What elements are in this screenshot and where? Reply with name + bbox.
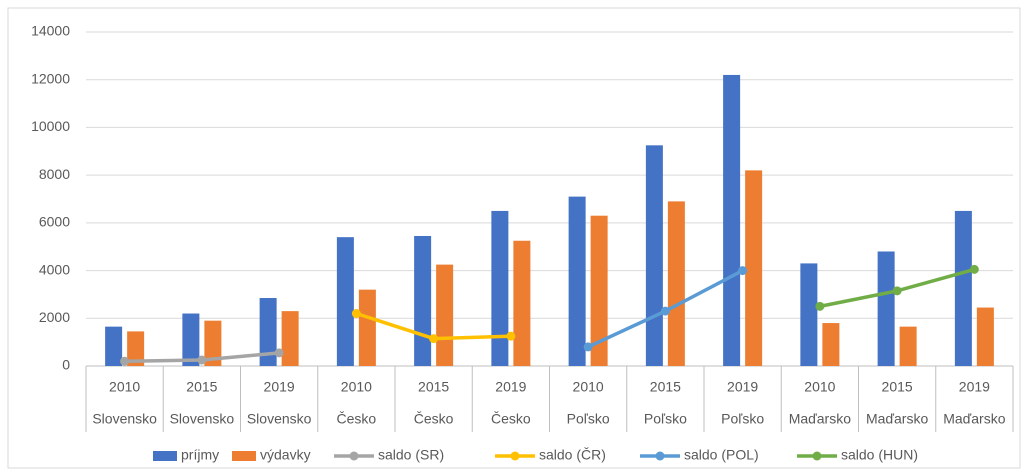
bar: [281, 311, 299, 366]
x-group-label: Maďarsko: [789, 411, 852, 427]
bar: [259, 298, 277, 366]
y-tick-label: 4000: [39, 261, 70, 277]
x-tick-label: 2010: [341, 379, 372, 395]
x-group-label: Slovensko: [170, 411, 235, 427]
legend-label: príjmy: [181, 447, 219, 463]
bar: [745, 170, 763, 366]
x-group-label: Slovensko: [247, 411, 312, 427]
y-tick-label: 0: [62, 357, 70, 373]
x-group-label: Poľsko: [721, 411, 764, 427]
bar: [568, 196, 586, 366]
y-tick-label: 6000: [39, 214, 70, 230]
x-group-label: Maďarsko: [866, 411, 929, 427]
chart-border: [7, 7, 1021, 469]
x-tick-label: 2010: [573, 379, 604, 395]
legend-label: saldo (ČR): [539, 447, 606, 463]
x-tick-label: 2015: [882, 379, 913, 395]
x-group-label: Česko: [414, 411, 454, 427]
bar: [590, 215, 608, 366]
line-marker: [506, 331, 516, 341]
y-tick-label: 12000: [31, 70, 70, 86]
line-marker: [738, 266, 748, 276]
line-marker: [583, 342, 593, 352]
bar: [127, 331, 145, 366]
x-group-label: Česko: [337, 411, 377, 427]
bar: [976, 307, 994, 366]
bar: [414, 235, 432, 366]
legend-swatch: [349, 451, 359, 461]
legend-swatch: [812, 451, 822, 461]
bar: [336, 237, 354, 366]
legend-swatch: [153, 451, 177, 461]
legend-label: výdavky: [260, 447, 311, 463]
x-tick-label: 2019: [495, 379, 526, 395]
legend-swatch: [655, 451, 665, 461]
x-tick-label: 2019: [264, 379, 295, 395]
x-group-label: Poľsko: [644, 411, 687, 427]
y-tick-label: 10000: [31, 118, 70, 134]
x-tick-label: 2010: [804, 379, 835, 395]
bar: [723, 74, 741, 366]
line-marker: [969, 264, 979, 274]
x-group-label: Slovensko: [92, 411, 157, 427]
x-tick-label: 2015: [418, 379, 449, 395]
x-tick-label: 2015: [650, 379, 681, 395]
bar: [204, 320, 222, 366]
y-tick-label: 14000: [31, 23, 70, 39]
bar: [877, 251, 895, 366]
x-group-label: Poľsko: [567, 411, 610, 427]
line-marker: [274, 348, 284, 358]
line-marker: [197, 355, 207, 365]
line-marker: [892, 286, 902, 296]
x-group-label: Česko: [491, 411, 531, 427]
bar: [105, 326, 123, 366]
x-tick-label: 2019: [727, 379, 758, 395]
bar: [800, 263, 818, 366]
legend-label: saldo (SR): [378, 447, 444, 463]
line-marker: [815, 301, 825, 311]
line-marker: [429, 334, 439, 344]
bar: [513, 240, 531, 366]
line-marker: [120, 356, 130, 366]
legend-label: saldo (POL): [684, 447, 759, 463]
bar: [667, 201, 685, 366]
y-tick-label: 8000: [39, 166, 70, 182]
legend-label: saldo (HUN): [841, 447, 918, 463]
bar: [645, 145, 663, 366]
bar: [954, 210, 972, 366]
x-tick-label: 2015: [186, 379, 217, 395]
line-marker: [351, 309, 361, 319]
x-group-label: Maďarsko: [943, 411, 1006, 427]
x-tick-label: 2010: [109, 379, 140, 395]
y-tick-label: 2000: [39, 309, 70, 325]
line-marker: [660, 306, 670, 316]
bar: [491, 210, 509, 366]
legend-swatch: [510, 451, 520, 461]
bar: [899, 326, 917, 366]
legend-swatch: [232, 451, 256, 461]
x-tick-label: 2019: [959, 379, 990, 395]
bar: [822, 323, 840, 366]
bar: [436, 264, 454, 366]
bar: [182, 313, 200, 366]
bar: [358, 289, 376, 366]
